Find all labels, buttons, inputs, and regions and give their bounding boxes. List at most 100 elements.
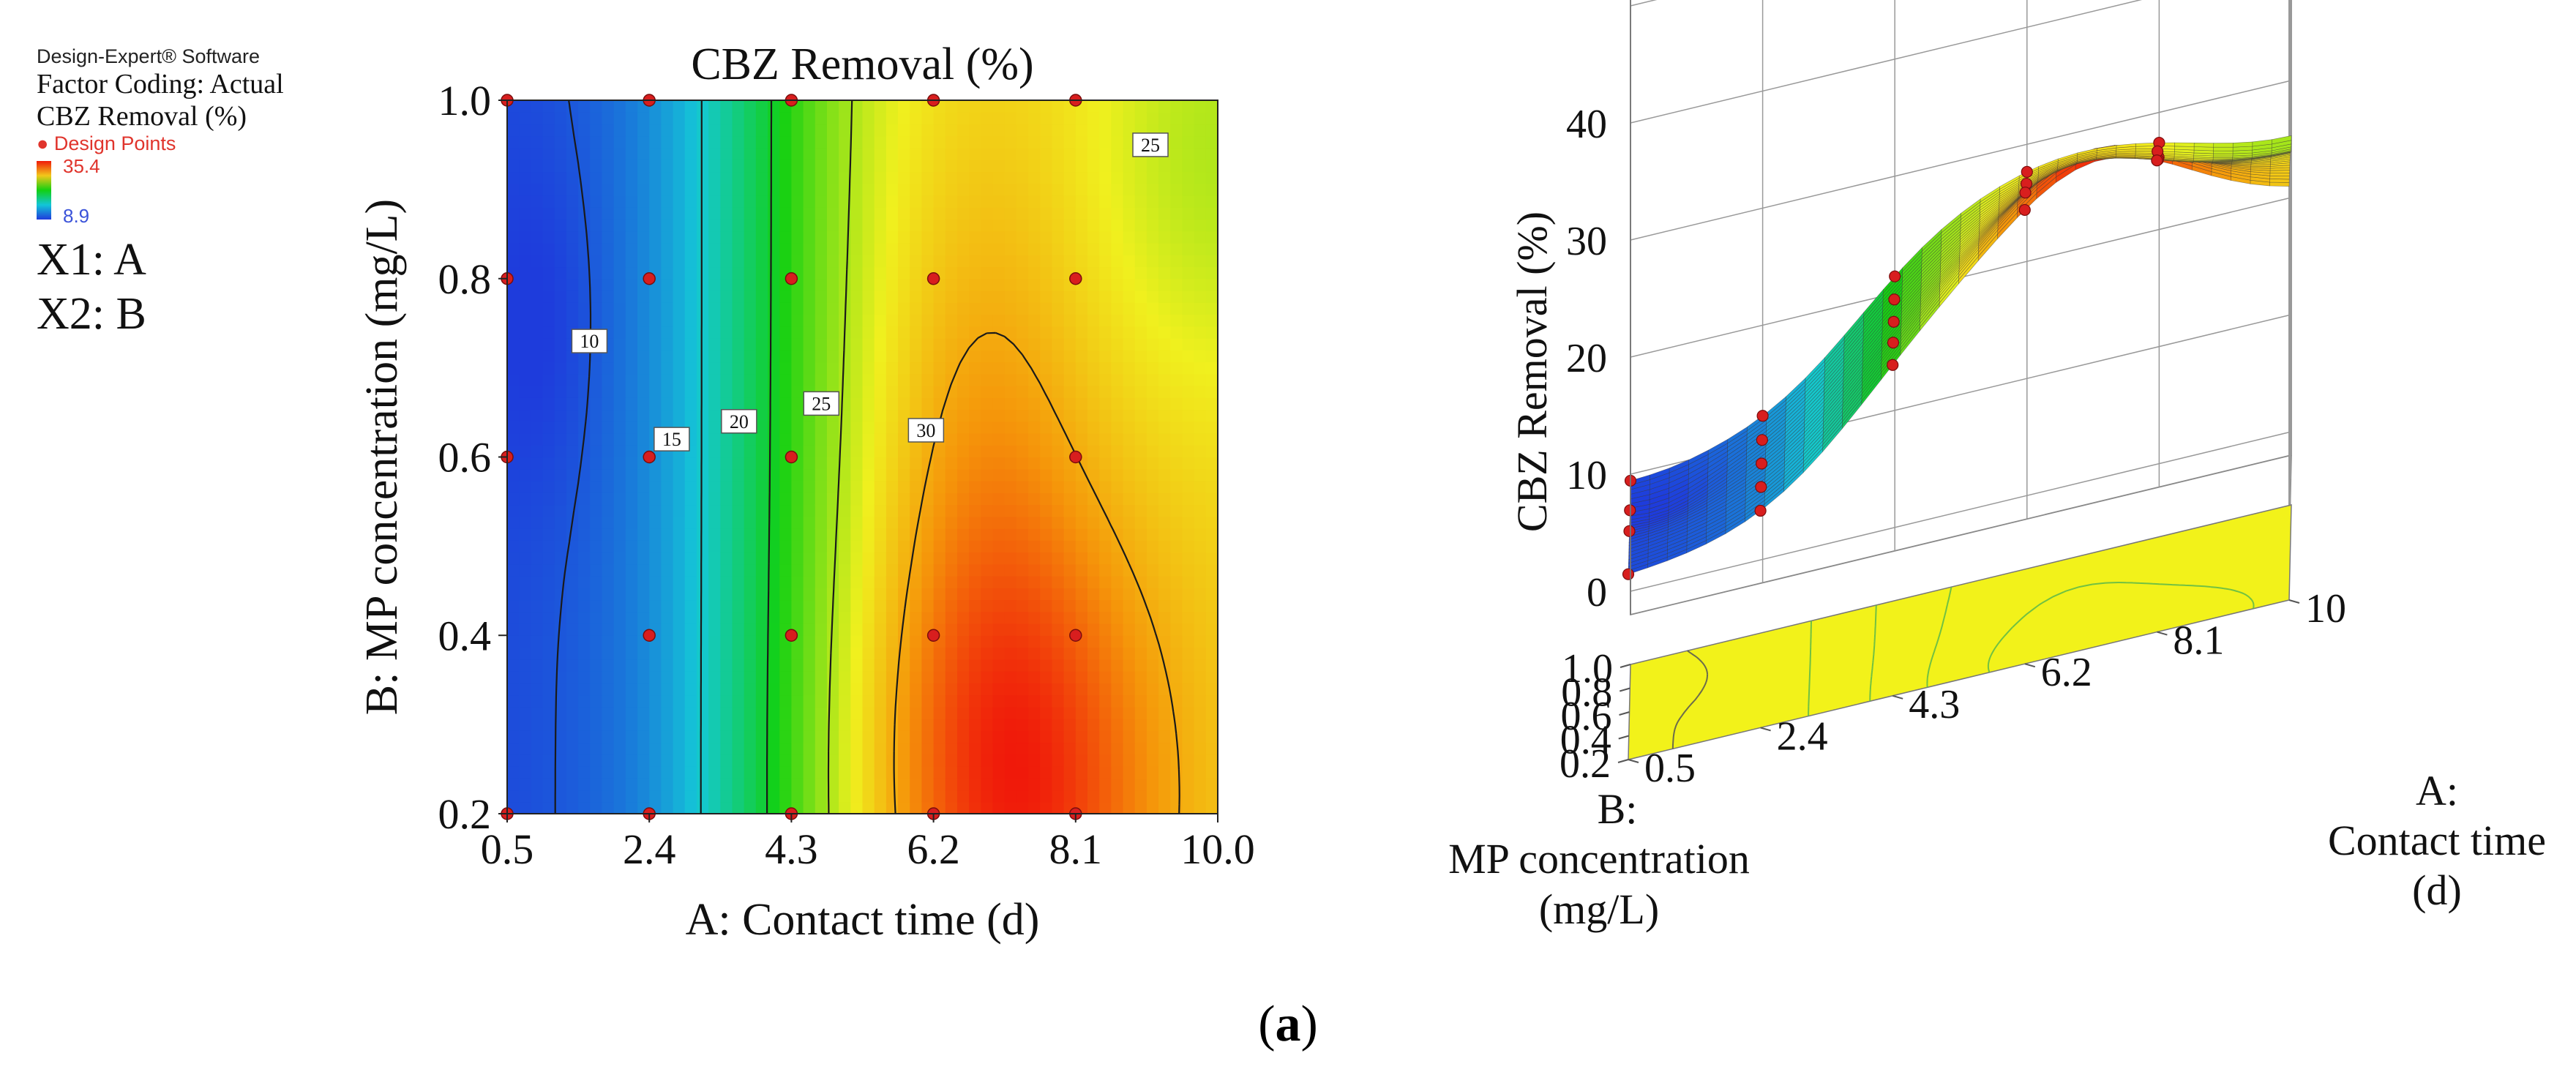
contour-cell bbox=[507, 243, 520, 255]
contour-cell bbox=[684, 588, 697, 601]
contour-cell bbox=[1205, 481, 1218, 493]
contour-cell bbox=[1075, 361, 1088, 375]
contour-cell bbox=[1004, 588, 1017, 601]
contour-cell bbox=[826, 135, 839, 149]
contour-cell bbox=[590, 183, 603, 196]
surface-design-point bbox=[2021, 165, 2033, 178]
contour-cell bbox=[720, 148, 733, 160]
contour-cell bbox=[874, 528, 887, 541]
contour-cell bbox=[1182, 148, 1195, 160]
y-tick-label: 0.8 bbox=[438, 255, 492, 303]
contour-cell bbox=[613, 219, 626, 232]
contour-cell bbox=[661, 647, 674, 660]
contour-cell bbox=[554, 516, 567, 529]
contour-cell bbox=[649, 754, 662, 767]
contour-cell bbox=[945, 160, 958, 173]
contour-cell bbox=[673, 801, 686, 814]
contour-cell bbox=[542, 266, 555, 280]
contour-cell bbox=[613, 611, 626, 624]
contour-cell bbox=[1146, 207, 1159, 220]
contour-cell bbox=[1111, 207, 1124, 220]
contour-cell bbox=[590, 683, 603, 696]
contour-cell bbox=[981, 373, 994, 386]
contour-cell bbox=[898, 195, 910, 208]
contour-cell bbox=[755, 386, 768, 398]
contour-cell bbox=[1182, 195, 1195, 208]
contour-cell bbox=[602, 112, 615, 125]
contour-cell bbox=[519, 659, 531, 672]
contour-cell bbox=[673, 183, 686, 196]
contour-cell bbox=[803, 504, 816, 517]
contour-cell bbox=[791, 754, 804, 767]
contour-cell bbox=[542, 207, 555, 220]
contour-cell bbox=[1028, 468, 1041, 481]
contour-cell bbox=[956, 504, 970, 517]
contour-cell bbox=[1111, 326, 1124, 339]
contour-cell bbox=[720, 124, 733, 137]
contour-cell bbox=[613, 588, 626, 601]
contour-cell bbox=[684, 171, 697, 184]
contour-cell bbox=[1170, 386, 1183, 398]
contour-cell bbox=[613, 481, 626, 493]
contour-cell bbox=[1099, 623, 1112, 636]
contour-cell bbox=[1123, 468, 1136, 481]
contour-cell bbox=[1146, 255, 1159, 268]
contour-cell bbox=[981, 588, 994, 601]
contour-cell bbox=[578, 742, 591, 755]
contour-cell bbox=[578, 778, 591, 791]
contour-cell bbox=[696, 576, 709, 588]
contour-cell bbox=[590, 160, 603, 173]
contour-cell bbox=[992, 790, 1006, 803]
contour-cell bbox=[673, 683, 686, 696]
contour-cell bbox=[744, 468, 757, 481]
contour-cell bbox=[1123, 552, 1136, 565]
contour-cell bbox=[1170, 611, 1183, 624]
contour-cell bbox=[969, 504, 981, 517]
contour-cell bbox=[684, 647, 697, 660]
contour-cell bbox=[839, 552, 851, 565]
contour-cell bbox=[578, 671, 591, 683]
contour-cell bbox=[744, 124, 757, 137]
contour-cell bbox=[531, 148, 544, 160]
contour-cell bbox=[874, 124, 887, 137]
contour-cell bbox=[602, 302, 615, 315]
contour-cell bbox=[1111, 647, 1124, 660]
contour-cell bbox=[661, 219, 674, 232]
contour-cell bbox=[744, 563, 757, 577]
contour-cell bbox=[1016, 766, 1029, 779]
contour-cell bbox=[768, 171, 780, 184]
contour-cell bbox=[874, 659, 887, 672]
contour-cell bbox=[839, 528, 851, 541]
contour-cell bbox=[1194, 588, 1207, 601]
contour-cell bbox=[649, 195, 662, 208]
contour-cell bbox=[862, 373, 875, 386]
contour-cell bbox=[969, 552, 981, 565]
contour-cell bbox=[969, 291, 981, 303]
contour-cell bbox=[744, 219, 757, 232]
contour-cell bbox=[1194, 350, 1207, 363]
contour-cell bbox=[803, 599, 816, 612]
contour-cell bbox=[602, 291, 615, 303]
contour-cell bbox=[1075, 790, 1088, 803]
contour-cell bbox=[732, 219, 745, 232]
contour-cell bbox=[507, 504, 520, 517]
contour-cell bbox=[1170, 373, 1183, 386]
contour-cell bbox=[779, 588, 792, 601]
contour-cell bbox=[815, 790, 828, 803]
contour-cell bbox=[1123, 481, 1136, 493]
contour-cell bbox=[1004, 160, 1017, 173]
contour-cell bbox=[744, 492, 757, 506]
contour-cell bbox=[732, 492, 745, 506]
contour-cell bbox=[744, 588, 757, 601]
contour-cell bbox=[1170, 552, 1183, 565]
contour-cell bbox=[684, 291, 697, 303]
contour-cell bbox=[933, 706, 946, 719]
contour-cell bbox=[1075, 219, 1088, 232]
contour-cell bbox=[1123, 124, 1136, 137]
contour-cell bbox=[661, 576, 674, 588]
contour-cell bbox=[708, 659, 721, 672]
contour-cell bbox=[1134, 219, 1147, 232]
contour-cell bbox=[578, 623, 591, 636]
contour-cell bbox=[1182, 516, 1195, 529]
contour-cell bbox=[1004, 183, 1017, 196]
